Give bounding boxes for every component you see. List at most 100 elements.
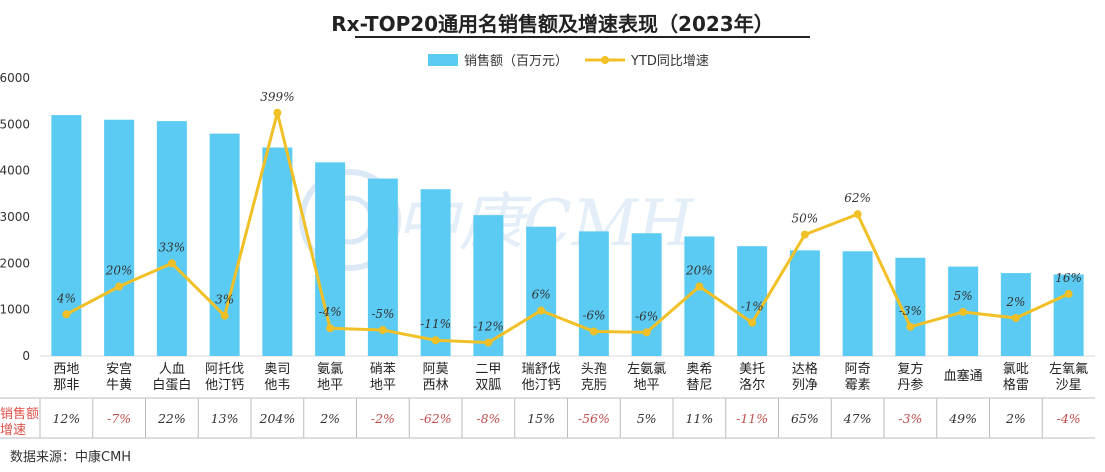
growth-label: -6% [635,309,658,323]
table-cell: 47% [843,411,872,426]
y-tick-label: 3000 [0,210,30,224]
growth-point [115,282,124,291]
category-label: 那非 [53,378,79,393]
bar [104,119,135,356]
category-label: 替尼 [686,378,712,393]
growth-label: 6% [532,288,551,302]
growth-label: -11% [420,317,451,331]
growth-point [220,311,229,320]
category-label: 硝苯 [370,362,396,377]
category-label: 丹参 [897,377,923,393]
table-cell: -4% [1057,411,1081,426]
category-label: 地平 [634,378,660,393]
category-label: 双胍 [475,378,501,393]
growth-point [748,318,757,327]
growth-label: 2% [1005,295,1025,309]
y-tick-label: 2000 [0,256,30,270]
x-axis: 西地那非安宫牛黄人血白蛋白阿托伐他汀钙奥司他韦氨氯地平硝苯地平阿莫西林二甲双胍瑞… [53,361,1088,393]
growth-point [853,210,862,219]
bar [420,189,451,356]
category-label: 人血 [159,362,185,377]
category-label: 阿奇 [845,361,871,377]
table-cell: -2% [371,411,395,426]
category-label: 阿莫 [423,362,449,377]
category-label: 他汀钙 [522,378,561,393]
growth-line [65,111,1070,345]
category-label: 奥希 [686,362,712,377]
bar [842,251,873,356]
chart-title: Rx-TOP20通用名销售额及增速表现（2023年） [331,12,774,36]
category-label: 牛黄 [106,378,132,393]
bar [1053,274,1084,356]
growth-label: 62% [844,191,871,205]
legend-swatch-marker [601,56,609,64]
line-series: 4% 20% 33% 3% 399% -4% -5% -11% -12% 6% -6% -6% 20% -… [56,90,1082,347]
growth-point [378,326,387,335]
legend-label-bar: 销售额（百万元） [464,53,568,69]
growth-label: 20% [105,264,133,278]
category-label: 地平 [370,378,396,393]
growth-table: 12% -7% 22% 13% 204% 2% -2% -62% -8% 15% -56% 5% 11%… [0,397,1095,439]
table-row-label-growth: 增速 [0,423,27,438]
growth-point [1011,314,1020,323]
category-label: 氯吡 [1003,362,1029,377]
growth-label: -6% [582,308,605,322]
category-label: 瑞舒伐 [522,362,561,377]
category-label: 西林 [423,378,449,393]
category-label: 阿托伐 [205,362,244,377]
table-row-label-sales: 销售额 [0,407,40,422]
table-cell: 12% [52,411,80,426]
category-label: 白蛋白 [152,377,191,393]
category-label: 沙星 [1056,378,1082,393]
category-label: 霉素 [845,378,871,393]
growth-label: 16% [1055,271,1082,285]
growth-point [326,324,335,333]
category-label: 他汀钙 [205,378,244,393]
category-label: 血塞通 [944,368,983,384]
table-cell: 5% [637,411,657,426]
table-cell: 204% [259,411,296,426]
y-tick-label: 5000 [0,117,30,131]
growth-label: 5% [954,289,973,303]
table-cell: -7% [107,411,131,426]
category-label: 奥司 [264,362,290,377]
y-tick-label: 1000 [0,303,30,317]
table-cell: 2% [1005,411,1026,426]
growth-point [800,230,809,239]
bar [737,246,768,356]
growth-point [695,282,704,291]
growth-label: 4% [56,291,76,305]
category-label: 格雷 [1003,377,1029,393]
source-note: 数据来源：中康CMH [10,450,132,465]
y-tick-label: 4000 [0,164,30,178]
table-cell: 65% [791,411,819,426]
category-label: 西地 [53,362,79,377]
growth-point [167,259,176,268]
growth-label: -3% [899,304,922,318]
category-label: 美托 [739,362,765,377]
legend-label-line: YTD同比增速 [630,54,709,69]
growth-label: 20% [685,264,713,278]
bar [51,115,82,356]
table-cell: -62% [420,411,452,426]
growth-label: -4% [319,305,342,319]
category-label: 洛尔 [739,378,765,393]
category-label: 他韦 [264,378,290,393]
table-cell: 2% [319,411,340,426]
y-tick-label: 6000 [0,71,30,85]
category-label: 达格 [792,361,818,377]
category-label: 左氨氯 [627,362,666,377]
growth-label: 399% [260,90,294,104]
table-cell: 49% [948,411,977,426]
table-cell: -8% [476,411,500,426]
growth-point [484,338,493,347]
category-label: 左氧氟 [1049,362,1088,377]
growth-label: -5% [371,307,394,321]
table-cell: -3% [898,411,922,426]
table-cell: -11% [736,411,768,426]
growth-point [431,336,440,345]
bar [209,133,240,356]
watermark-logo-circle [299,169,401,271]
bar [578,231,609,356]
